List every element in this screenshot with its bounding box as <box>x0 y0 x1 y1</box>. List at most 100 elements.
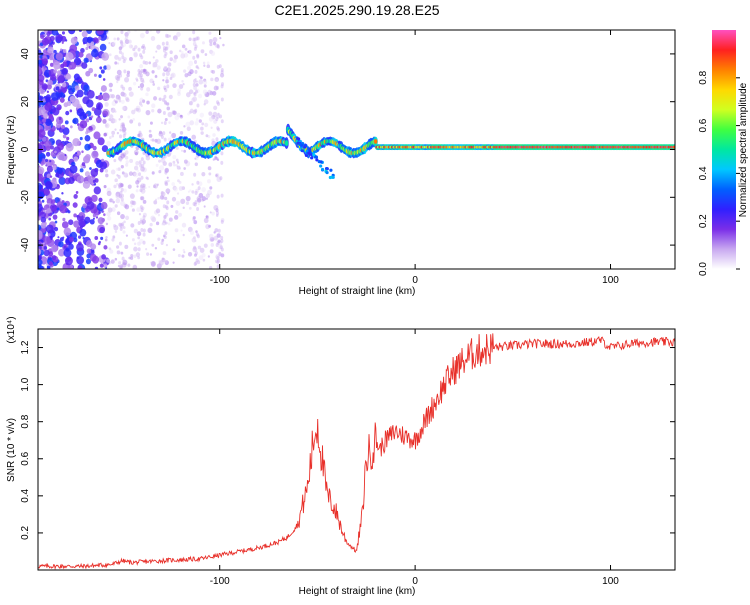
noise-blob <box>91 107 96 112</box>
noise-blob <box>220 239 224 244</box>
noise-blob <box>193 172 197 177</box>
noise-blob <box>65 142 74 152</box>
noise-blob <box>142 46 146 51</box>
noise-blob <box>43 66 46 69</box>
noise-blob <box>116 211 121 216</box>
noise-blob <box>101 210 105 213</box>
noise-blob <box>132 47 136 52</box>
noise-blob <box>220 219 224 224</box>
x-tick-label: 100 <box>602 576 619 587</box>
noise-blob <box>139 205 143 210</box>
noise-blob <box>99 159 102 163</box>
noise-blob <box>196 206 200 211</box>
noise-blob <box>100 85 107 92</box>
noise-blob <box>104 102 109 107</box>
noise-blob <box>101 52 110 61</box>
noise-blob <box>125 215 130 221</box>
noise-blob <box>181 44 186 49</box>
noise-blob <box>165 79 169 84</box>
noise-blob <box>119 134 123 139</box>
noise-blob <box>181 222 187 228</box>
noise-blob <box>220 253 225 258</box>
noise-blob <box>202 41 205 45</box>
noise-blob <box>61 191 64 195</box>
y-tick-label: 0.6 <box>20 451 31 465</box>
carrier-core <box>284 140 289 147</box>
noise-blob <box>129 119 134 124</box>
noise-blob <box>92 37 99 44</box>
noise-blob <box>169 57 173 62</box>
noise-blob <box>85 70 91 77</box>
noise-blob <box>119 265 123 269</box>
noise-blob <box>166 67 171 73</box>
noise-blob <box>158 170 162 174</box>
noise-blob <box>107 163 110 166</box>
noise-blob <box>139 32 145 39</box>
noise-blob <box>49 35 55 42</box>
noise-blob <box>118 241 122 246</box>
noise-blob <box>120 197 124 202</box>
spectrogram-xlabel: Height of straight line (km) <box>299 286 416 297</box>
noise-blob <box>71 88 76 93</box>
snr-multiplier: (x10⁴) <box>6 316 17 343</box>
noise-blob <box>155 50 158 53</box>
noise-blob <box>66 100 72 107</box>
noise-blob <box>132 118 135 121</box>
noise-blob <box>142 215 146 220</box>
noise-blob <box>214 259 219 264</box>
noise-blob <box>197 186 201 191</box>
noise-blob <box>183 149 187 153</box>
noise-blob <box>69 109 73 113</box>
noise-blob <box>139 83 145 88</box>
noise-blob <box>119 160 122 163</box>
noise-blob <box>56 32 59 36</box>
noise-blob <box>188 49 192 54</box>
noise-blob <box>106 97 109 101</box>
noise-blob <box>73 220 80 228</box>
noise-blob <box>206 61 210 65</box>
noise-blob <box>185 121 191 128</box>
noise-blob <box>68 176 75 185</box>
noise-blob <box>194 121 199 126</box>
y-tick-label: 0 <box>20 146 31 152</box>
noise-blob <box>165 71 170 77</box>
noise-blob <box>162 204 166 209</box>
noise-blob <box>92 217 95 220</box>
noise-blob <box>45 96 51 103</box>
noise-blob <box>173 163 176 167</box>
noise-blob <box>156 65 161 70</box>
noise-blob <box>161 195 165 200</box>
noise-blob <box>188 101 193 106</box>
noise-blob <box>114 100 118 104</box>
noise-blob <box>202 258 206 262</box>
noise-blob <box>202 61 206 65</box>
noise-blob <box>151 109 155 113</box>
noise-blob <box>188 89 194 95</box>
y-tick-label: 40 <box>20 48 31 60</box>
noise-blob <box>167 222 171 226</box>
noise-blob <box>205 134 209 138</box>
noise-blob <box>39 55 43 59</box>
noise-blob <box>166 176 169 179</box>
noise-blob <box>216 240 220 245</box>
noise-blob <box>160 241 164 246</box>
noise-blob <box>127 30 131 34</box>
noise-blob <box>172 160 176 164</box>
noise-blob <box>129 200 135 205</box>
noise-blob <box>122 59 126 64</box>
noise-blob <box>75 191 79 194</box>
noise-blob <box>193 202 197 207</box>
noise-blob <box>76 255 85 265</box>
noise-blob <box>203 84 207 88</box>
noise-blob <box>172 83 177 89</box>
noise-blob <box>120 122 124 127</box>
noise-blob <box>56 70 62 76</box>
noise-blob <box>182 233 185 237</box>
noise-blob <box>122 226 126 230</box>
noise-blob <box>217 127 221 132</box>
noise-blob <box>106 258 110 263</box>
noise-blob <box>86 113 89 117</box>
noise-blob <box>145 155 151 161</box>
noise-blob <box>82 203 87 209</box>
